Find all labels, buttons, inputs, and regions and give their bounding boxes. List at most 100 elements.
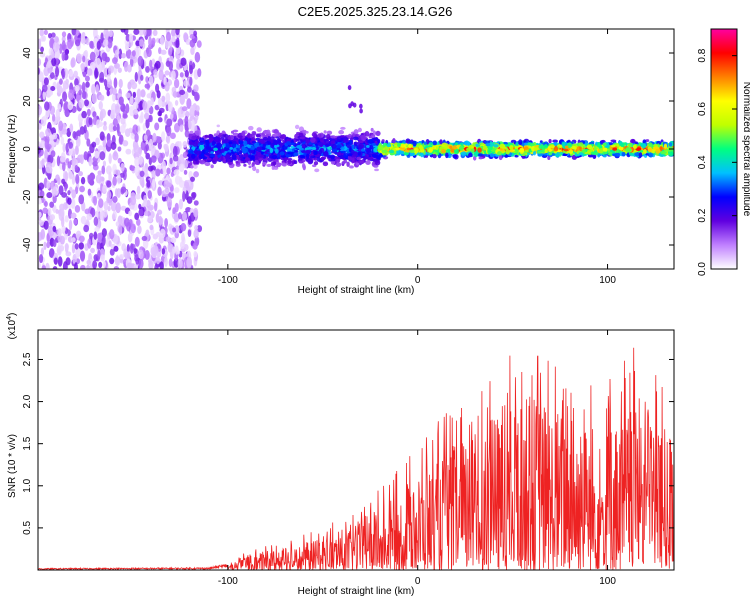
heatmap-cell bbox=[152, 38, 156, 45]
heatmap-cell bbox=[114, 77, 118, 88]
heatmap-cell bbox=[103, 209, 107, 218]
heatmap-cell bbox=[205, 135, 209, 138]
heatmap-cell bbox=[168, 61, 173, 71]
heatmap-cell bbox=[108, 67, 111, 75]
heatmap-cell bbox=[268, 141, 271, 144]
heatmap-cell bbox=[90, 248, 95, 253]
heatmap-cell bbox=[62, 161, 66, 171]
heatmap-cell bbox=[387, 144, 391, 147]
heatmap-cell bbox=[615, 152, 620, 156]
heatmap-cell bbox=[428, 148, 433, 152]
heatmap-cell bbox=[49, 225, 53, 230]
heatmap-cell bbox=[137, 186, 141, 195]
heatmap-cell bbox=[366, 145, 370, 148]
heatmap-cell bbox=[132, 50, 136, 57]
heatmap-cell bbox=[115, 105, 120, 115]
heatmap-cell bbox=[628, 143, 632, 148]
heatmap-cell bbox=[169, 158, 172, 165]
heatmap-cell bbox=[140, 111, 143, 122]
heatmap-cell bbox=[544, 144, 548, 149]
heatmap-cell bbox=[205, 153, 209, 156]
heatmap-cell bbox=[166, 32, 171, 42]
heatmap-cell bbox=[475, 144, 478, 147]
heatmap-cell bbox=[258, 157, 263, 161]
heatmap-cell bbox=[199, 138, 205, 143]
heatmap-cell bbox=[86, 213, 92, 220]
heatmap-cell bbox=[215, 137, 221, 141]
heatmap-cell bbox=[81, 111, 87, 118]
heatmap-cell bbox=[186, 257, 192, 268]
heatmap-cell bbox=[122, 140, 128, 146]
heatmap-cell bbox=[410, 149, 415, 153]
heatmap-cell bbox=[79, 235, 85, 242]
heatmap-cell bbox=[179, 199, 183, 210]
heatmap-cell bbox=[232, 143, 236, 147]
heatmap-cell bbox=[115, 202, 121, 213]
heatmap-cell bbox=[41, 158, 44, 168]
heatmap-cell bbox=[133, 29, 139, 35]
heatmap-cell bbox=[97, 250, 100, 260]
heatmap-cell bbox=[305, 138, 310, 144]
heatmap-cell bbox=[118, 158, 122, 164]
heatmap-cell bbox=[46, 242, 50, 248]
heatmap-cell bbox=[164, 188, 170, 194]
heatmap-cell bbox=[146, 48, 151, 57]
heatmap-cell bbox=[55, 174, 59, 181]
heatmap-cell bbox=[325, 144, 330, 147]
heatmap-cell bbox=[195, 94, 199, 100]
heatmap-cell bbox=[569, 149, 573, 154]
heatmap-cell bbox=[52, 133, 57, 140]
heatmap-cell bbox=[113, 196, 118, 203]
heatmap-cell bbox=[135, 237, 140, 247]
heatmap-cell bbox=[266, 164, 271, 167]
heatmap-cell bbox=[97, 242, 101, 250]
heatmap-cell bbox=[379, 146, 384, 149]
heatmap-cell bbox=[163, 180, 169, 189]
heatmap-cell bbox=[58, 256, 63, 266]
heatmap-cell bbox=[139, 39, 144, 47]
heatmap-cell bbox=[149, 60, 152, 68]
heatmap-cell bbox=[217, 124, 220, 127]
heatmap-cell bbox=[69, 70, 73, 77]
heatmap-cell bbox=[100, 254, 105, 261]
heatmap-cell bbox=[107, 191, 112, 200]
heatmap-cell bbox=[565, 146, 569, 149]
spectrogram-x-tick-label: 100 bbox=[599, 275, 616, 286]
heatmap-cell bbox=[65, 49, 69, 55]
heatmap-cell bbox=[241, 158, 245, 161]
heatmap-cell bbox=[408, 141, 412, 144]
heatmap-cell bbox=[125, 103, 129, 113]
heatmap-cell bbox=[131, 82, 137, 89]
heatmap-cell bbox=[87, 238, 91, 248]
heatmap-cell bbox=[44, 101, 49, 110]
heatmap-cell bbox=[464, 140, 470, 145]
heatmap-cell bbox=[143, 29, 146, 36]
heatmap-cell bbox=[46, 192, 52, 198]
heatmap-cell bbox=[90, 62, 96, 70]
heatmap-cell bbox=[351, 145, 354, 150]
heatmap-cell bbox=[112, 88, 117, 95]
heatmap-cell bbox=[149, 225, 153, 230]
heatmap-cell bbox=[145, 153, 150, 160]
heatmap-cell bbox=[80, 250, 85, 261]
heatmap-cell bbox=[432, 154, 436, 158]
heatmap-cell bbox=[96, 119, 100, 128]
heatmap-cell bbox=[639, 152, 643, 157]
heatmap-cell bbox=[633, 145, 637, 149]
heatmap-cell bbox=[175, 40, 179, 48]
heatmap-cell bbox=[69, 124, 73, 133]
heatmap-cell bbox=[49, 90, 53, 96]
heatmap-cell bbox=[51, 57, 56, 66]
heatmap-cell bbox=[210, 164, 213, 168]
heatmap-cell bbox=[199, 144, 204, 150]
heatmap-cell bbox=[195, 115, 198, 121]
heatmap-cell bbox=[235, 161, 238, 164]
heatmap-cell bbox=[146, 144, 149, 151]
heatmap-cell bbox=[371, 128, 374, 132]
heatmap-cell bbox=[52, 114, 55, 122]
heatmap-cell bbox=[75, 174, 79, 184]
heatmap-cell bbox=[449, 146, 452, 150]
heatmap-cell bbox=[302, 130, 306, 133]
heatmap-cell bbox=[88, 189, 92, 196]
heatmap-cell bbox=[338, 130, 344, 134]
